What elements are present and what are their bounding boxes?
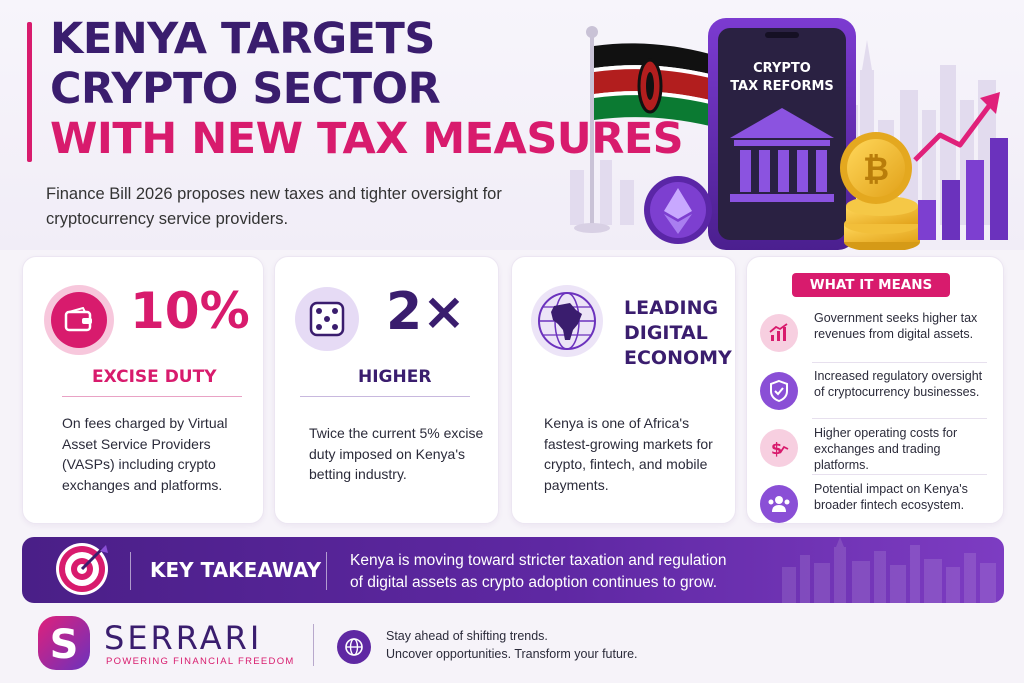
footer-line-2: Uncover opportunities. Transform your fu…: [386, 647, 638, 661]
target-icon: [56, 543, 108, 595]
globe-africa-icon: [538, 292, 596, 350]
divider: [300, 396, 470, 397]
dice-icon-circle: [295, 287, 359, 351]
title-line-3: WITH NEW TAX MEASURES: [50, 114, 684, 164]
serrari-logo-icon: S: [36, 614, 92, 672]
title-line-1: KENYA TARGETS: [50, 14, 435, 64]
phone-text-1: CRYPTO: [753, 61, 811, 76]
stat-line: LEADING: [624, 297, 719, 319]
footer-text: Stay ahead of shifting trends. Uncover o…: [386, 627, 638, 663]
divider: [62, 396, 242, 397]
key-takeaway-banner: [22, 537, 1004, 603]
footer-line-1: Stay ahead of shifting trends.: [386, 629, 548, 643]
stat-label-excise: EXCISE DUTY: [92, 367, 217, 387]
stat-line: DIGITAL: [624, 322, 708, 344]
shield-check-icon: [760, 372, 798, 410]
svg-text:$: $: [771, 439, 782, 458]
card-description: On fees charged by Virtual Asset Service…: [62, 415, 228, 493]
meaning-text: Increased regulatory oversight of crypto…: [814, 369, 983, 399]
what-it-means-heading: WHAT IT MEANS: [792, 273, 950, 297]
meaning-item: Government seeks higher tax revenues fro…: [760, 310, 990, 366]
meaning-item: Potential impact on Kenya's broader fint…: [760, 481, 990, 537]
bank-icon: [730, 108, 834, 202]
bitcoin-symbol: ₿: [863, 150, 889, 188]
wallet-icon: [64, 307, 92, 332]
dollar-up-icon: $: [760, 429, 798, 467]
wallet-icon-circle: [44, 285, 114, 355]
growth-chart-icon: [760, 314, 798, 352]
meaning-text: Government seeks higher tax revenues fro…: [814, 311, 978, 341]
separator: [812, 474, 987, 475]
subtitle: Finance Bill 2026 proposes new taxes and…: [46, 185, 502, 228]
hero-svg: CRYPTO TAX REFORMS: [570, 18, 1008, 252]
card-description: Twice the current 5% excise duty imposed…: [309, 425, 484, 482]
brand-tagline: POWERING FINANCIAL FREEDOM: [106, 656, 295, 667]
banner-divider: [130, 552, 131, 590]
card-description: Kenya is one of Africa's fastest-growing…: [544, 415, 713, 493]
meaning-text: Higher operating costs for exchanges and…: [814, 426, 958, 472]
separator: [812, 418, 987, 419]
meaning-item: $ Higher operating costs for exchanges a…: [760, 425, 990, 481]
title-accent-bar: [27, 22, 32, 162]
globe-icon-circle: [531, 285, 603, 357]
meaning-item: Increased regulatory oversight of crypto…: [760, 368, 990, 424]
globe-icon: [337, 630, 371, 664]
ethereum-coin-icon: [644, 176, 712, 244]
key-takeaway-text: Kenya is moving toward stricter taxation…: [350, 552, 727, 591]
separator: [812, 362, 987, 363]
stat-line: ECONOMY: [624, 347, 732, 369]
dice-icon: [309, 301, 345, 337]
title-line-2: CRYPTO SECTOR: [50, 64, 441, 114]
svg-text:S: S: [50, 622, 79, 668]
key-takeaway-label: KEY TAKEAWAY: [150, 558, 322, 582]
stat-digital-economy: LEADING DIGITAL ECONOMY: [624, 296, 732, 371]
phone-icon: CRYPTO TAX REFORMS: [708, 18, 856, 250]
meaning-text: Potential impact on Kenya's broader fint…: [814, 482, 968, 512]
kenya-flag-icon: [574, 26, 710, 233]
bitcoin-coins-icon: ₿: [840, 132, 920, 252]
growth-bars-icon: [913, 92, 1008, 240]
brand-name: SERRARI: [104, 619, 263, 657]
phone-text-2: TAX REFORMS: [730, 79, 834, 94]
stat-10-percent: 10%: [130, 282, 250, 340]
stat-label-higher: HIGHER: [358, 367, 432, 387]
hero-illustration: CRYPTO TAX REFORMS: [560, 10, 1020, 252]
footer-divider: [313, 624, 314, 666]
banner-skyline-icon: [782, 537, 996, 603]
page-title: KENYA TARGETS CRYPTO SECTOR WITH NEW TAX…: [50, 14, 684, 164]
people-icon: [760, 485, 798, 523]
banner-divider: [326, 552, 327, 590]
stat-2x: 2×: [386, 282, 466, 342]
